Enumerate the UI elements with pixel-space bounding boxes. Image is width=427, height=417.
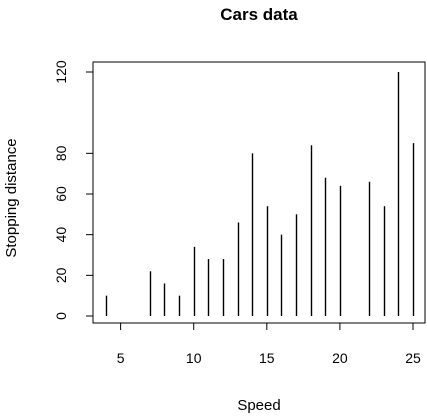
spike-series (105, 72, 415, 316)
y-axis-label: Stopping distance (3, 138, 20, 257)
y-tick-label-40: 40 (53, 227, 69, 243)
y-tick-label-80: 80 (53, 145, 69, 161)
x-axis: 5 10 15 20 25 (117, 322, 421, 366)
plot-frame (92, 61, 426, 324)
x-tick-label-20: 20 (332, 350, 348, 366)
x-tick-label-25: 25 (405, 350, 421, 366)
x-tick-label-10: 10 (186, 350, 202, 366)
y-axis: 0 20 40 60 80 120 (53, 60, 94, 320)
chart-title: Cars data (220, 5, 298, 24)
y-tick-label-0: 0 (53, 312, 69, 320)
x-axis-label: Speed (237, 397, 280, 414)
y-tick-label-120: 120 (53, 60, 69, 84)
y-tick-label-20: 20 (53, 267, 69, 283)
x-tick-label-15: 15 (259, 350, 275, 366)
x-tick-label-5: 5 (117, 350, 125, 366)
y-tick-label-60: 60 (53, 186, 69, 202)
